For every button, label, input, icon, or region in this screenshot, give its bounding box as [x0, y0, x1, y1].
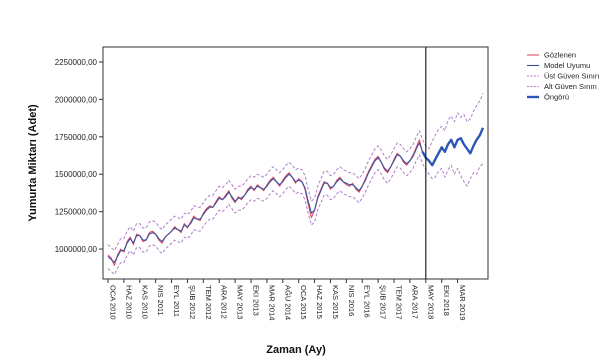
series-line-5: [421, 127, 485, 167]
y-tick-label: 2250000,00: [55, 58, 98, 67]
x-tick-label: NIS 2011: [156, 285, 165, 316]
x-tick-label: OCA 2015: [299, 285, 308, 320]
series-line-3: [107, 93, 484, 252]
x-tick-label: TEM 2012: [204, 285, 213, 320]
x-tick-label: MAR 2019: [458, 285, 467, 320]
y-tick-label: 1250000,00: [55, 208, 98, 217]
y-axis-title: Yumurta Miktarı (Adet): [27, 104, 39, 222]
x-tick-label: MAY 2013: [236, 285, 245, 319]
x-tick-label: ŞUB 2017: [379, 285, 388, 319]
series-line-4: [107, 154, 484, 275]
x-tick-label: AĞU 2014: [283, 285, 292, 320]
x-tick-label: HAZ 2010: [124, 285, 133, 319]
y-tick-label: 1000000,00: [55, 245, 98, 254]
plot-area: [102, 46, 489, 280]
x-tick-label: MAY 2018: [426, 285, 435, 319]
legend-label: Üst Güven Sınırı: [544, 72, 599, 81]
legend-label: Alt Güven Sınırı: [544, 82, 597, 91]
x-tick-label: EYL 2011: [172, 285, 181, 317]
x-tick-label: KAS 2015: [331, 285, 340, 319]
x-axis-title: Zaman (Ay): [266, 344, 326, 356]
legend-label: Gözlenen: [544, 51, 576, 60]
x-tick-label: ŞUB 2012: [188, 285, 197, 319]
series-layer: [107, 93, 485, 275]
x-tick-label: ARA 2017: [410, 285, 419, 319]
legend-label: Öngörü: [544, 93, 569, 102]
x-tick-label: ARA 2012: [220, 285, 229, 319]
x-tick-label: EKI 2013: [252, 285, 261, 316]
x-tick-label: KAS 2010: [140, 285, 149, 319]
y-tick-label: 2000000,00: [55, 95, 98, 104]
x-tick-label: EYL 2016: [363, 285, 372, 318]
y-tick-label: 1750000,00: [55, 133, 98, 142]
x-tick-label: NIS 2016: [347, 285, 356, 316]
x-tick-label: EKI 2018: [442, 285, 451, 316]
series-line-2: [107, 142, 424, 264]
x-axis: OCA 2010 HAZ 2010 KAS 2010 NIS 2011 EYL 2011…: [107, 279, 467, 320]
y-axis: 1000000,00 1250000,00 1500000,00 1750000,00…: [55, 58, 103, 254]
x-tick-label: TEM 2017: [395, 285, 404, 320]
legend-label: Model Uyumu: [544, 61, 590, 70]
x-tick-label: MAR 2014: [267, 285, 276, 320]
x-tick-label: OCA 2010: [109, 285, 118, 320]
y-tick-label: 1500000,00: [55, 170, 98, 179]
x-tick-label: HAZ 2015: [315, 285, 324, 319]
